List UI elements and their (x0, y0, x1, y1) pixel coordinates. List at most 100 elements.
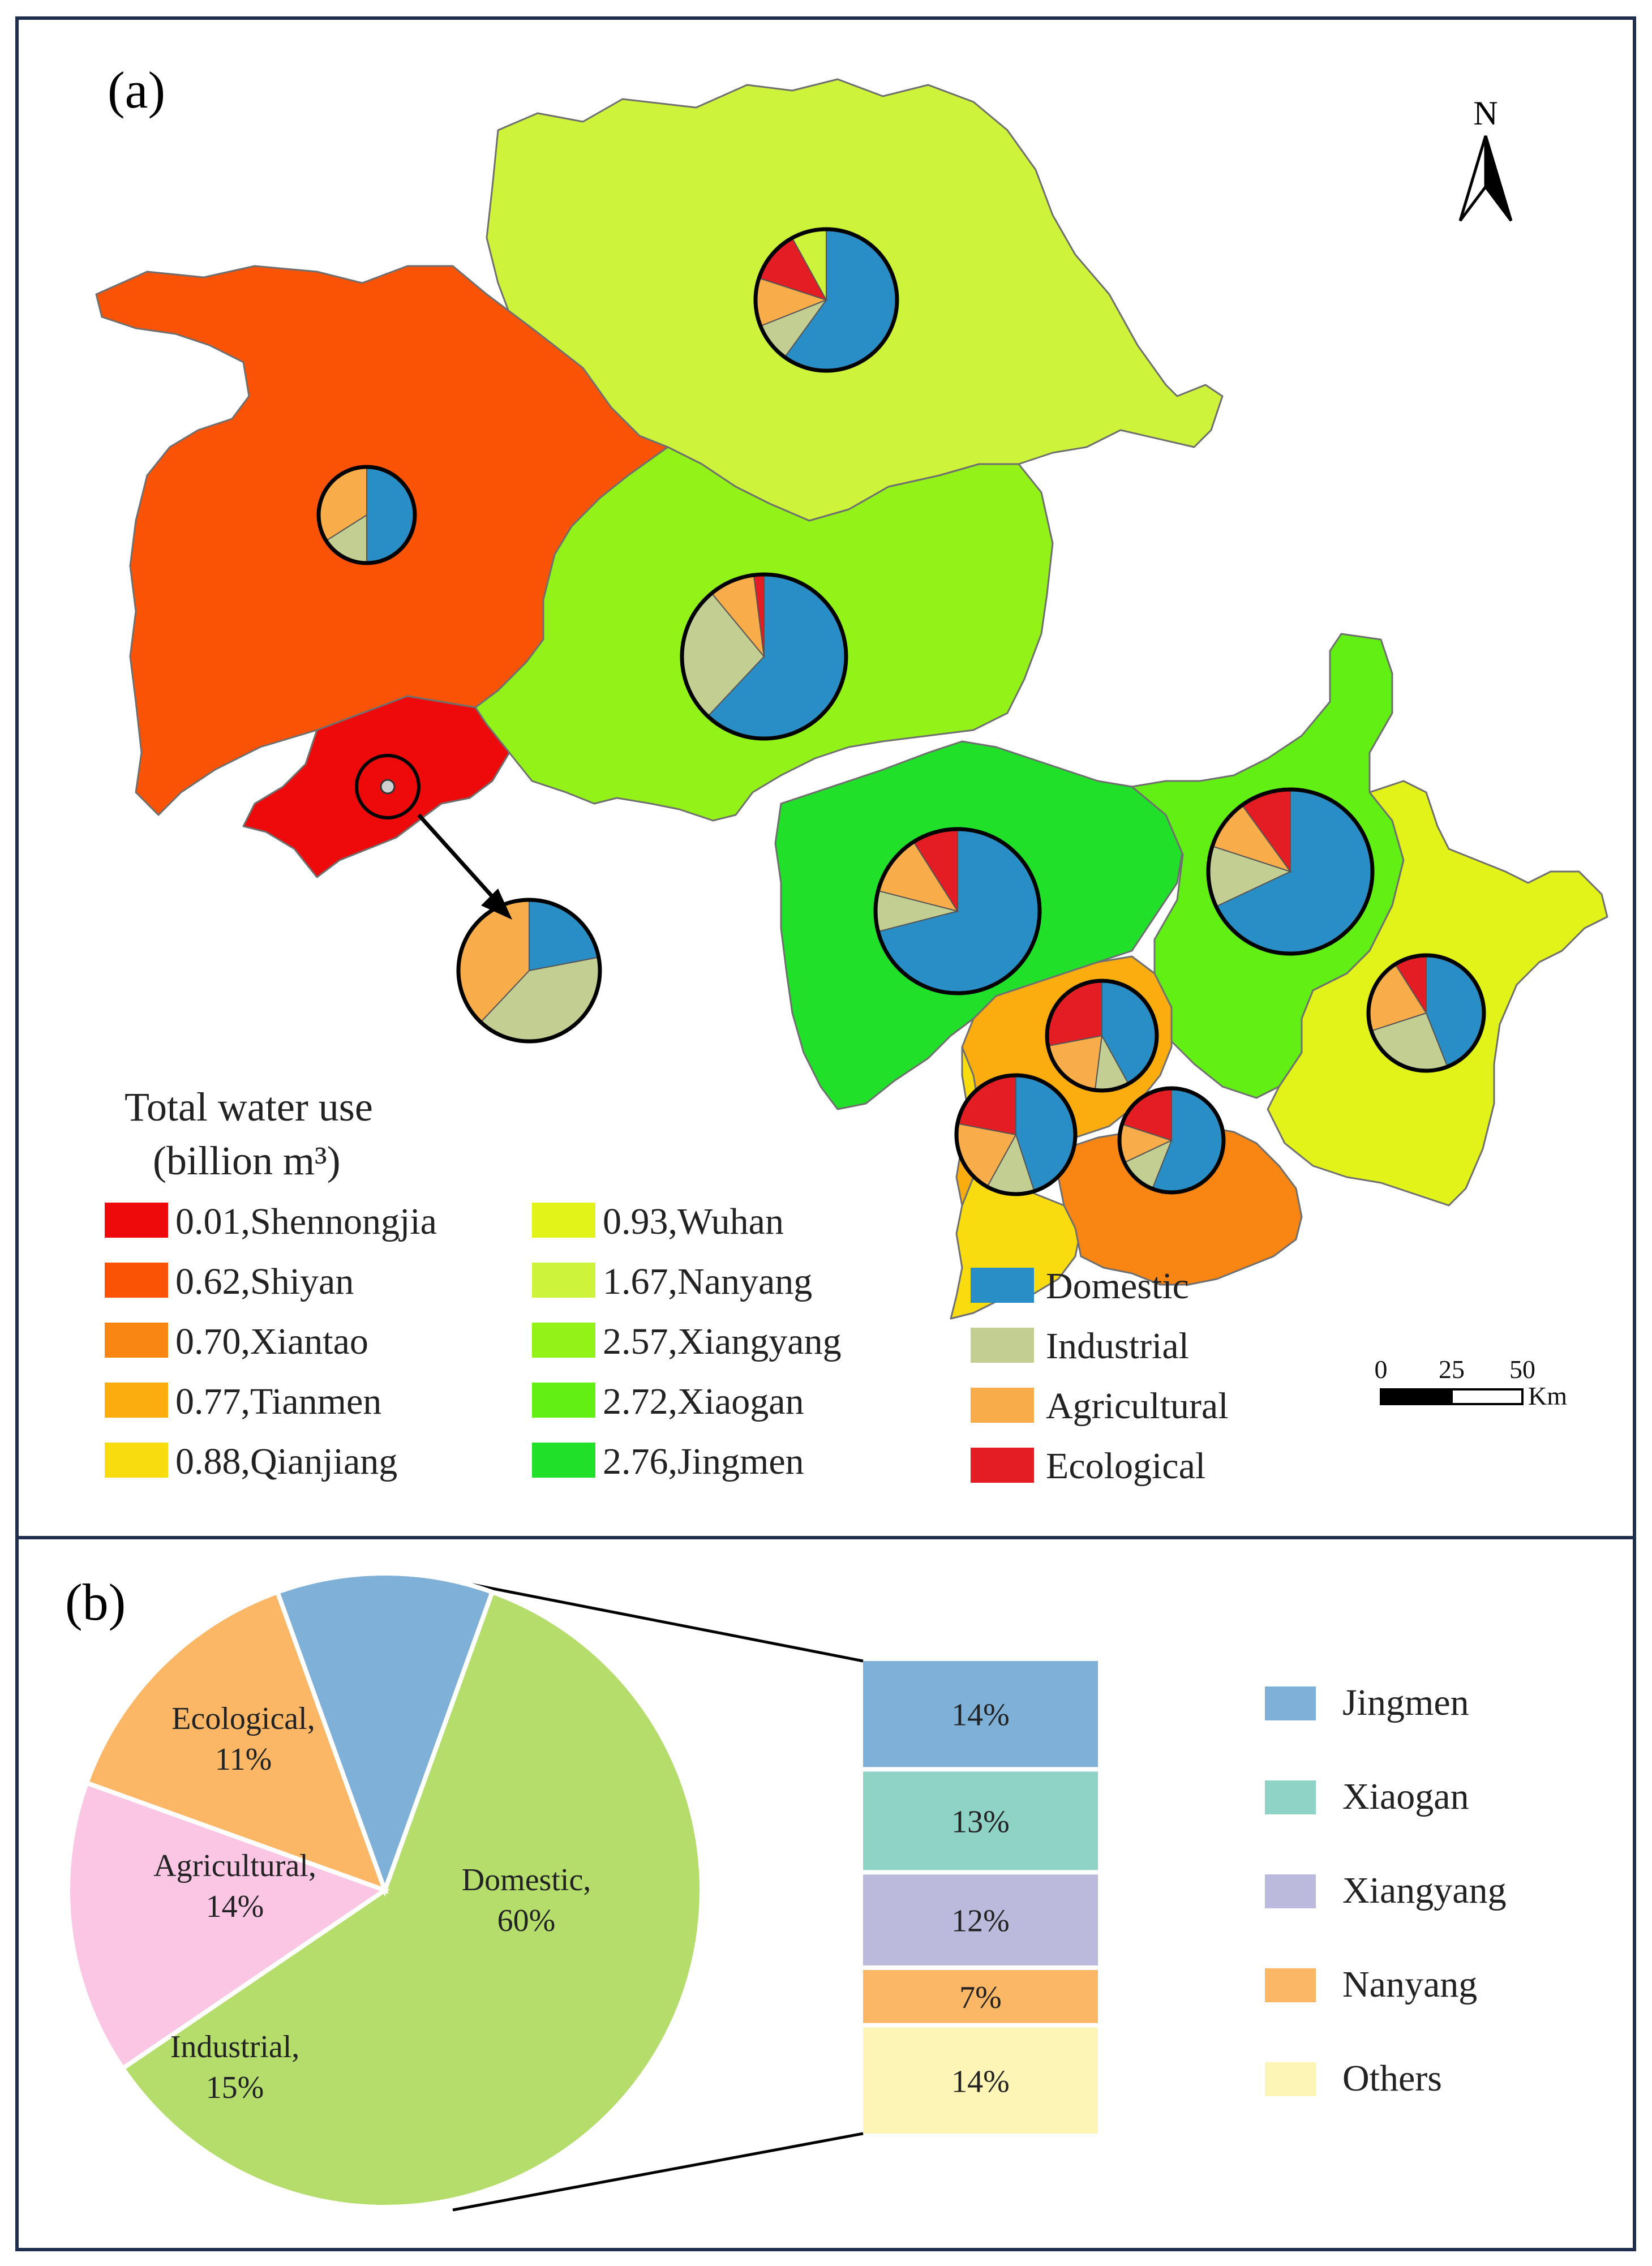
legend-label-nanyang: 1.67,Nanyang (603, 1261, 812, 1302)
legend-label-jingmen: 2.76,Jingmen (603, 1441, 804, 1482)
sector-label-domestic: Domestic (1046, 1265, 1189, 1307)
legend-label-shiyan: 0.62,Shiyan (175, 1261, 354, 1302)
legend-item-jingmen: 2.76,Jingmen (532, 1441, 804, 1482)
connector-top (472, 1583, 864, 1663)
pie-label-domestic-value: 60% (497, 1903, 556, 1938)
legend-label-wuhan: 0.93,Wuhan (603, 1201, 784, 1242)
shennongjia-marker-dot (380, 779, 396, 795)
legend-item-nanyang: 1.67,Nanyang (532, 1261, 812, 1302)
breakdown-legend-swatch-xiaogan (1265, 1780, 1316, 1814)
legend-swatch-xiangyang (532, 1323, 595, 1358)
sector-swatch-industrial (971, 1328, 1034, 1363)
breakdown-legend-nanyang: Nanyang (1265, 1964, 1477, 2005)
totals-legend: Total water use (billion m³) 0.01,Shenno… (105, 1084, 842, 1482)
breakdown-legend-label-xiangyang: Xiangyang (1342, 1870, 1507, 1911)
breakdown-rect-jingmen (863, 1661, 1098, 1767)
legend-swatch-shennongjia (105, 1203, 168, 1238)
shennongjia-callout (355, 754, 512, 920)
map-pie-shiyan-ring (316, 465, 417, 565)
legend-item-tianmen: 0.77,Tianmen (105, 1381, 381, 1422)
map-pie-xiangyang-ring (680, 572, 848, 741)
scale-tick-25: 25 (1439, 1355, 1465, 1384)
legend-item-shennongjia: 0.01,Shennongjia (105, 1201, 437, 1242)
legend-swatch-qianjiang (105, 1443, 168, 1478)
sector-legend-industrial: Industrial (971, 1325, 1189, 1367)
map-pie-tianmen-ring (1045, 978, 1159, 1093)
pie-slice-industrial (66, 1780, 390, 2072)
map-pie-jingmen-ring (873, 827, 1042, 995)
sector-legend: Domestic Industrial Agricultural Ecological (971, 1265, 1229, 1487)
legend-swatch-tianmen (105, 1383, 168, 1418)
scale-tick-0: 0 (1375, 1355, 1388, 1384)
pie-label-ecological-value: 11% (215, 1742, 272, 1777)
shennongjia-marker-ring (355, 754, 420, 819)
breakdown-legend-label-xiaogan: Xiaogan (1342, 1776, 1469, 1817)
sector-legend-agricultural: Agricultural (971, 1385, 1229, 1427)
breakdown-legend-xiangyang: Xiangyang (1265, 1870, 1507, 1911)
legend-label-xiaogan: 2.72,Xiaogan (603, 1381, 804, 1422)
breakdown-legend-swatch-others (1265, 2062, 1316, 2096)
legend-label-xiangyang: 2.57,Xiangyang (603, 1321, 842, 1362)
sector-label-ecological: Ecological (1046, 1445, 1205, 1487)
region-shennongjia[interactable] (242, 695, 510, 878)
callout-arrowhead (481, 889, 512, 920)
panel-a-map: (a) N (95, 61, 1608, 1487)
breakdown-label-nanyang: 7% (959, 1980, 1002, 2015)
breakdown-legend-label-jingmen: Jingmen (1342, 1682, 1469, 1723)
panel-b-label: (b) (65, 1573, 126, 1631)
pie-label-ecological-name: Ecological, (171, 1701, 315, 1736)
breakdown-legend-swatch-nanyang (1265, 1968, 1316, 2002)
breakdown-legend-label-nanyang: Nanyang (1342, 1964, 1477, 2005)
map-pie-xiaogan (1206, 787, 1375, 956)
legend-item-qianjiang: 0.88,Qianjiang (105, 1441, 397, 1482)
breakdown-legend: Jingmen Xiaogan Xiangyang Nanyang Others (1265, 1682, 1507, 2099)
map-pie-wuhan-ring (1366, 953, 1486, 1073)
breakdown-rect-others (863, 2027, 1098, 2134)
map-pie-qianjiang-ring (954, 1073, 1078, 1196)
map-pie-nanyang-ring (753, 227, 899, 373)
north-label: N (1473, 95, 1497, 132)
map-pie-xiangyang (680, 572, 848, 741)
big-pie-labels: Domestic, 60% Industrial, 15% Agricultural, 1… (153, 1701, 591, 2105)
north-arrow: N (1458, 95, 1513, 222)
pie-label-domestic-name: Domestic, (462, 1862, 591, 1898)
breakdown-rect-xiaogan (863, 1771, 1098, 1870)
legend-item-wuhan: 0.93,Wuhan (532, 1201, 784, 1242)
map-pie-xiantao (1117, 1086, 1226, 1195)
sector-label-industrial: Industrial (1046, 1325, 1189, 1367)
legend-label-tianmen: 0.77,Tianmen (175, 1381, 381, 1422)
map-pie-jingmen (873, 827, 1042, 995)
legend-title-line2: (billion m³) (153, 1138, 341, 1183)
sector-swatch-agricultural (971, 1388, 1034, 1423)
map-pie-tianmen (1045, 978, 1159, 1093)
legend-item-xiantao: 0.70,Xiantao (105, 1321, 368, 1362)
legend-swatch-nanyang (532, 1263, 595, 1298)
sector-legend-ecological: Ecological (971, 1445, 1205, 1487)
legend-item-xiangyang: 2.57,Xiangyang (532, 1321, 842, 1362)
breakdown-label-jingmen: 14% (951, 1698, 1010, 1733)
breakdown-rect-nanyang (863, 1969, 1098, 2023)
sector-swatch-domestic (971, 1268, 1034, 1303)
pie-slice-agricultural (83, 1589, 389, 1894)
breakdown-segment-others: 14% (863, 2027, 1098, 2134)
breakdown-legend-others: Others (1265, 2058, 1442, 2099)
pie-label-agricultural-value: 14% (206, 1889, 264, 1924)
legend-title-line1: Total water use (125, 1084, 373, 1130)
map-pie-xiaogan-ring (1206, 787, 1375, 956)
breakdown-legend-xiaogan: Xiaogan (1265, 1776, 1469, 1817)
breakdown-segment-nanyang: 7% (863, 1969, 1098, 2023)
map-pie-qianjiang (954, 1073, 1078, 1196)
map-pies (316, 227, 1486, 1196)
callout-arrow-line (417, 813, 497, 902)
map-pie-nanyang (753, 227, 899, 373)
big-pie (66, 1571, 704, 2209)
sector-swatch-ecological (971, 1448, 1034, 1483)
legend-swatch-wuhan (532, 1203, 595, 1238)
legend-swatch-xiantao (105, 1323, 168, 1358)
breakdown-label-xiaogan: 13% (951, 1804, 1010, 1839)
breakdown-label-xiangyang: 12% (951, 1904, 1010, 1939)
pie-slice-domestic (119, 1589, 704, 2209)
map-pie-shennongjia (456, 898, 602, 1044)
pie-slice-ecological (274, 1571, 495, 1897)
